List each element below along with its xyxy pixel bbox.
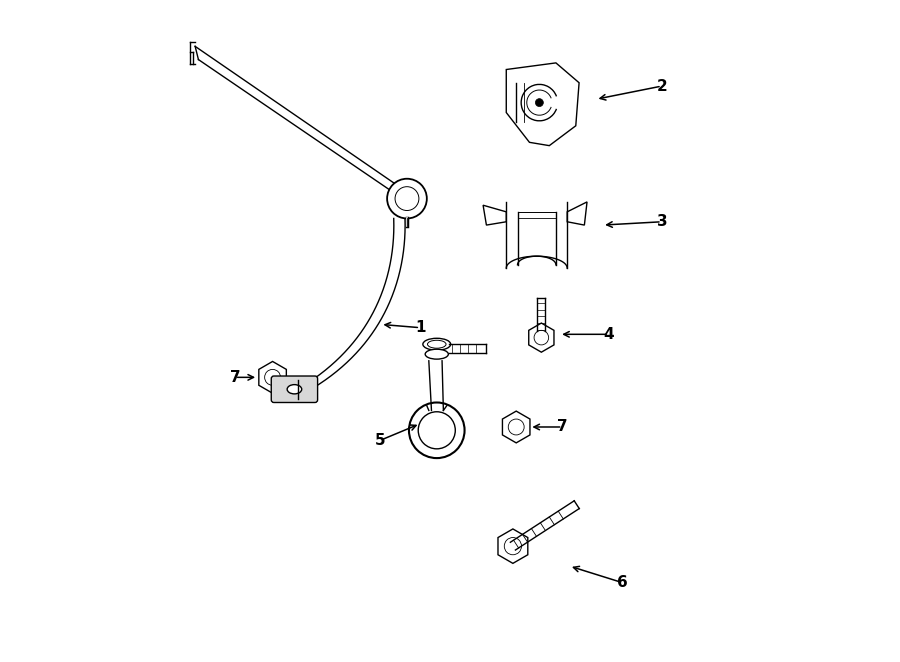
Text: 5: 5 — [375, 433, 386, 448]
Text: 3: 3 — [656, 214, 667, 229]
Text: 7: 7 — [230, 370, 240, 385]
Ellipse shape — [425, 350, 448, 359]
Circle shape — [536, 99, 544, 107]
Text: 6: 6 — [616, 575, 627, 590]
Text: 7: 7 — [557, 420, 568, 434]
FancyBboxPatch shape — [271, 376, 318, 402]
Polygon shape — [502, 411, 530, 443]
Text: 1: 1 — [415, 320, 426, 335]
Text: 2: 2 — [656, 79, 667, 93]
Polygon shape — [259, 361, 286, 393]
Polygon shape — [528, 323, 554, 352]
Ellipse shape — [287, 385, 302, 394]
Polygon shape — [483, 205, 507, 225]
Polygon shape — [567, 202, 587, 225]
Circle shape — [387, 179, 427, 218]
Text: 4: 4 — [604, 327, 614, 342]
Ellipse shape — [428, 340, 446, 348]
Polygon shape — [498, 529, 527, 563]
Ellipse shape — [423, 338, 451, 350]
Polygon shape — [507, 63, 579, 146]
